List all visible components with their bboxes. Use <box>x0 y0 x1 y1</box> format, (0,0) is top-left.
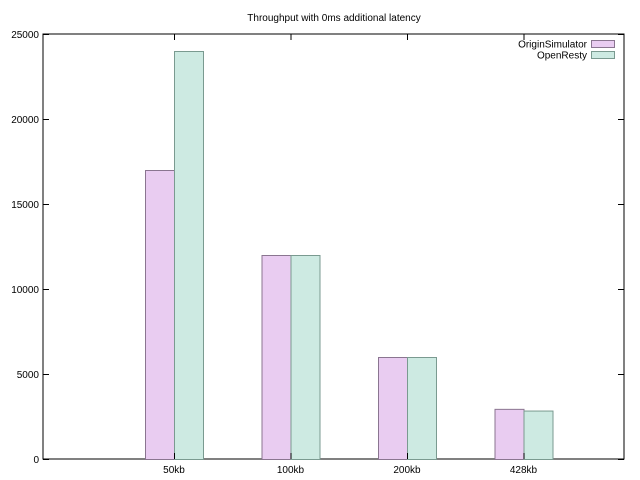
y-tick-label: 25000 <box>11 30 39 41</box>
legend-label: OpenResty <box>537 51 587 62</box>
x-tick-label: 50kb <box>163 465 185 476</box>
chart-title: Throughput with 0ms additional latency <box>247 13 420 24</box>
bar-openresty-100kb <box>290 255 321 460</box>
y-tick-label: 5000 <box>17 370 40 381</box>
bar-originsimulator-428kb <box>494 408 525 461</box>
x-tick-label: 200kb <box>393 465 421 476</box>
bar-originsimulator-50kb <box>145 170 175 460</box>
bar-openresty-428kb <box>523 410 554 460</box>
plot-area: 0 5000 10000 15000 20000 25000 50kb 100kb 200kb 4… <box>11 30 625 476</box>
y-tick-label: 20000 <box>11 115 39 126</box>
y-tick-label: 0 <box>33 455 39 466</box>
plot-frame <box>42 33 625 460</box>
legend-swatch <box>591 51 615 59</box>
bar-openresty-200kb <box>407 357 437 460</box>
legend-label: OriginSimulator <box>518 40 588 51</box>
y-tick-label: 15000 <box>11 200 39 211</box>
legend-swatch <box>591 40 615 48</box>
x-tick-label: 428kb <box>510 465 538 476</box>
bar-openresty-50kb <box>174 51 204 460</box>
bar-originsimulator-200kb <box>378 357 408 460</box>
x-tick-label: 100kb <box>277 465 305 476</box>
y-tick-label: 10000 <box>11 285 39 296</box>
bar-originsimulator-100kb <box>261 255 292 460</box>
